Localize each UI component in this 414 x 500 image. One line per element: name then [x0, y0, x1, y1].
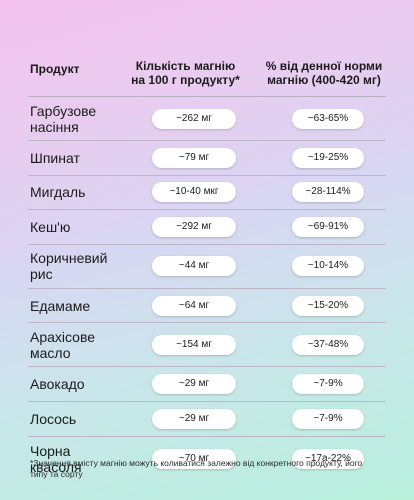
table-row: Мигдаль ~10-40 мкг ~28-114% — [28, 176, 386, 211]
product-name: Гарбузове насіння — [30, 102, 97, 135]
amount-pill: ~29 мг — [152, 408, 236, 429]
amount-pill: ~262 мг — [152, 108, 236, 129]
amount-pill: ~64 мг — [152, 295, 236, 316]
table-row: Гарбузове насіння ~262 мг ~63-65% — [28, 97, 386, 141]
table-row: Чорна квасоля ~70 мг ~17a-22% — [28, 437, 386, 481]
percent-pill: ~7-9% — [292, 374, 364, 395]
table-body: Гарбузове насіння ~262 мг ~63-65% Шпинат… — [0, 97, 414, 481]
product-name: Лосось — [30, 410, 77, 427]
amount-pill: ~79 мг — [152, 147, 236, 168]
header-divider — [28, 96, 386, 97]
amount-pill: ~154 мг — [152, 334, 236, 355]
column-header-product: Продукт — [30, 62, 80, 76]
product-name: Арахісове масло — [30, 328, 96, 361]
table-row: Кеш'ю ~292 мг ~69-91% — [28, 210, 386, 245]
percent-pill: ~15-20% — [292, 295, 364, 316]
percent-pill: ~7-9% — [292, 408, 364, 429]
percent-pill: ~28-114% — [292, 182, 364, 203]
column-header-amount-line2: на 100 г продукту* — [131, 73, 240, 87]
product-name: Авокадо — [30, 376, 85, 393]
percent-pill: ~63-65% — [292, 108, 364, 129]
table-row: Арахісове масло ~154 мг ~37-48% — [28, 323, 386, 368]
product-name: Мигдаль — [30, 184, 86, 201]
footnote: *Значення вмісту магнію можуть коливатис… — [30, 458, 363, 479]
amount-pill: ~70 мг — [152, 448, 236, 469]
percent-pill: ~37-48% — [292, 334, 364, 355]
table-row: Коричневий рис ~44 мг ~10-14% — [28, 245, 386, 289]
column-header-percent: % від денної норми магнію (400-420 мг) — [250, 59, 398, 87]
product-name: Чорна квасоля — [30, 442, 82, 475]
product-name: Кеш'ю — [30, 218, 71, 235]
table-row: Шпинат ~79 мг ~19-25% — [28, 141, 386, 176]
percent-pill: ~69-91% — [292, 216, 364, 237]
percent-pill: ~17a-22% — [292, 448, 364, 469]
product-name: Шпинат — [30, 149, 80, 166]
table-row: Авокадо ~29 мг ~7-9% — [28, 367, 386, 402]
product-name: Коричневий рис — [30, 250, 108, 283]
amount-pill: ~44 мг — [152, 256, 236, 277]
table-row: Лосось ~29 мг ~7-9% — [28, 402, 386, 437]
percent-pill: ~19-25% — [292, 147, 364, 168]
amount-pill: ~292 мг — [152, 216, 236, 237]
amount-pill: ~29 мг — [152, 374, 236, 395]
table-row: Едамаме ~64 мг ~15-20% — [28, 289, 386, 324]
column-header-percent-line2: магнію (400-420 мг) — [267, 73, 381, 87]
column-header-amount: Кількість магнію на 100 г продукту* — [118, 59, 253, 87]
product-name: Едамаме — [30, 297, 91, 314]
percent-pill: ~10-14% — [292, 256, 364, 277]
column-header-amount-line1: Кількість магнію — [135, 59, 236, 73]
amount-pill: ~10-40 мкг — [152, 182, 236, 203]
column-header-percent-line1: % від денної норми — [265, 59, 383, 73]
